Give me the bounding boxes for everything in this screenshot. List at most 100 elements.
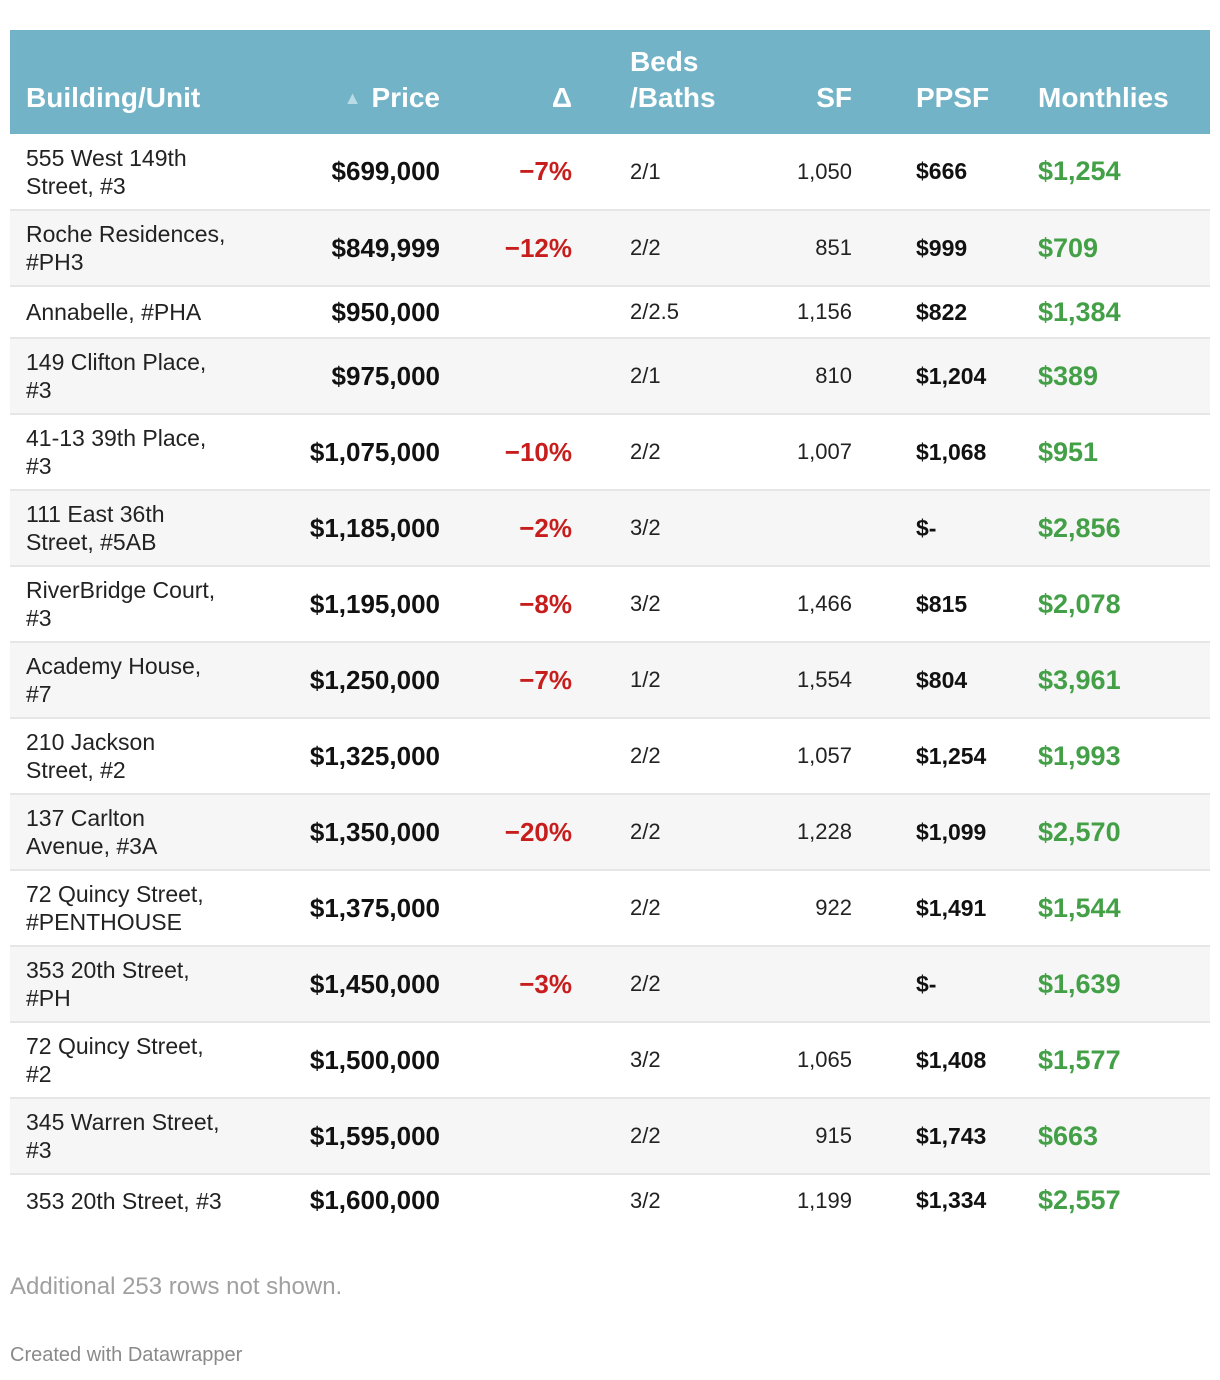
building-line-2: Street, #2 xyxy=(26,757,126,783)
cell-building: Academy House, #7 xyxy=(10,642,260,718)
building-line-1: 41-13 39th Place, xyxy=(26,425,207,451)
cell-delta: −3% xyxy=(519,968,572,999)
cell-building: 72 Quincy Street, #PENTHOUSE xyxy=(10,870,260,946)
cell-ppsf: $- xyxy=(916,514,937,541)
building-line-2: #3 xyxy=(26,377,52,403)
cell-building: 353 20th Street, #PH xyxy=(10,946,260,1022)
cell-monthlies: $951 xyxy=(1038,436,1099,467)
cell-beds-baths: 2/2.5 xyxy=(630,299,679,324)
cell-ppsf: $1,068 xyxy=(916,438,987,465)
cell-sf: 1,228 xyxy=(796,819,852,844)
building-line-2: #7 xyxy=(26,681,52,707)
cell-beds-baths: 2/2 xyxy=(630,971,661,996)
table-row: 353 20th Street, #PH $1,450,000 −3% 2/2 $- $1,… xyxy=(10,946,1210,1022)
cell-ppsf: $1,334 xyxy=(916,1187,987,1213)
cell-delta xyxy=(440,1174,572,1226)
cell-beds-baths: 2/2 xyxy=(630,743,661,768)
cell-sf: 1,050 xyxy=(796,158,852,184)
cell-building: Annabelle, #PHA xyxy=(10,286,260,338)
cell-sf: 922 xyxy=(815,895,852,920)
table-row: Annabelle, #PHA $950,000 2/2.5 1,156 $822 $1,… xyxy=(10,286,1210,338)
cell-ppsf: $666 xyxy=(916,158,968,184)
cell-delta: −8% xyxy=(519,588,572,619)
cell-building: 137 Carlton Avenue, #3A xyxy=(10,794,260,870)
header-beds-baths[interactable]: Beds/Baths xyxy=(630,46,716,113)
cell-sf: 1,156 xyxy=(796,299,852,324)
cell-monthlies: $1,384 xyxy=(1038,296,1121,327)
building-line-2: Street, #3 xyxy=(26,172,126,199)
sort-ascending-icon: ▲ xyxy=(343,88,362,108)
building-line-2: #PH3 xyxy=(26,249,84,275)
cell-building: 353 20th Street, #3 xyxy=(10,1174,260,1226)
table-header-row: Building/Unit ▲ Price Δ Beds/Baths SF PPS… xyxy=(10,30,1210,134)
building-line-1: Academy House, xyxy=(26,653,202,679)
cell-beds-baths: 1/2 xyxy=(630,667,661,692)
cell-monthlies: $2,856 xyxy=(1038,512,1121,543)
building-line-1: 353 20th Street, xyxy=(26,957,190,983)
header-sf[interactable]: SF xyxy=(816,82,852,113)
cell-price: $1,375,000 xyxy=(309,892,440,923)
table-notes: Additional 253 rows not shown. xyxy=(10,1273,343,1300)
building-line-2: #3 xyxy=(26,605,52,631)
cell-ppsf: $999 xyxy=(916,234,968,261)
cell-building: 149 Clifton Place, #3 xyxy=(10,338,260,414)
cell-sf: 1,554 xyxy=(796,667,852,692)
cell-sf: 1,007 xyxy=(796,439,852,464)
cell-price: $699,000 xyxy=(331,156,440,186)
cell-price: $950,000 xyxy=(331,296,440,327)
table-row: 210 Jackson Street, #2 $1,325,000 2/2 1,057 $… xyxy=(10,718,1210,794)
cell-monthlies: $1,577 xyxy=(1038,1044,1121,1075)
building-line-1: 345 Warren Street, xyxy=(26,1109,220,1135)
building-line-2: #PH xyxy=(26,985,71,1011)
header-ppsf[interactable]: PPSF xyxy=(916,82,990,113)
header-price[interactable]: ▲ Price xyxy=(260,30,440,134)
cell-delta xyxy=(440,1022,572,1098)
cell-beds-baths: 2/2 xyxy=(630,235,661,260)
building-line-2: #3 xyxy=(26,453,52,479)
cell-delta xyxy=(440,1098,572,1174)
table-row: 137 Carlton Avenue, #3A $1,350,000 −20% 2/2 1… xyxy=(10,794,1210,870)
cell-monthlies: $389 xyxy=(1038,360,1099,391)
table-row: 41-13 39th Place, #3 $1,075,000 −10% 2/2 1,00… xyxy=(10,414,1210,490)
building-line-1: 137 Carlton xyxy=(26,805,145,831)
header-building[interactable]: Building/Unit xyxy=(26,82,201,113)
building-line-1: Roche Residences, xyxy=(26,221,226,247)
header-delta[interactable]: Δ xyxy=(551,82,572,113)
building-line-1: 555 West 149th xyxy=(26,144,187,171)
cell-building: RiverBridge Court, #3 xyxy=(10,566,260,642)
cell-monthlies: $1,639 xyxy=(1038,968,1121,999)
building-line-2: #2 xyxy=(26,1061,52,1087)
table-row: 555 West 149th Street, #3 $699,000 −7% 2/1 1,… xyxy=(10,134,1210,210)
cell-sf xyxy=(730,490,852,566)
cell-delta: −12% xyxy=(504,232,572,263)
table-row: 353 20th Street, #3 $1,600,000 3/2 1,199 $1,… xyxy=(10,1174,1210,1226)
cell-delta xyxy=(440,718,572,794)
cell-sf xyxy=(730,946,852,1022)
header-monthlies[interactable]: Monthlies xyxy=(1038,82,1169,113)
table-row: Roche Residences, #PH3 $849,999 −12% 2/2 851 $… xyxy=(10,210,1210,286)
cell-beds-baths: 2/2 xyxy=(630,819,661,844)
cell-ppsf: $1,099 xyxy=(916,818,987,845)
cell-monthlies: $2,078 xyxy=(1038,588,1121,619)
cell-beds-baths: 2/1 xyxy=(630,158,661,184)
cell-building: 555 West 149th Street, #3 xyxy=(10,134,260,210)
cell-ppsf: $815 xyxy=(916,590,968,617)
cell-delta: −7% xyxy=(519,156,572,186)
cell-price: $1,075,000 xyxy=(309,436,440,467)
cell-beds-baths: 3/2 xyxy=(630,1187,661,1213)
header-price-label: Price xyxy=(371,82,441,113)
cell-beds-baths: 2/1 xyxy=(630,363,661,388)
cell-price: $849,999 xyxy=(331,232,440,263)
cell-monthlies: $3,961 xyxy=(1038,664,1121,695)
building-line-1: 149 Clifton Place, xyxy=(26,349,207,375)
cell-price: $1,195,000 xyxy=(309,588,440,619)
table-row: Academy House, #7 $1,250,000 −7% 1/2 1,554 $80… xyxy=(10,642,1210,718)
cell-ppsf: $1,491 xyxy=(916,894,987,921)
cell-sf: 1,057 xyxy=(796,743,852,768)
cell-building: 41-13 39th Place, #3 xyxy=(10,414,260,490)
cell-price: $1,595,000 xyxy=(309,1120,440,1151)
building-line-1: 353 20th Street, #3 xyxy=(26,1187,222,1214)
cell-ppsf: $- xyxy=(916,970,937,997)
table-row: 72 Quincy Street, #2 $1,500,000 3/2 1,065 $1,… xyxy=(10,1022,1210,1098)
building-line-2: Avenue, #3A xyxy=(26,833,158,859)
